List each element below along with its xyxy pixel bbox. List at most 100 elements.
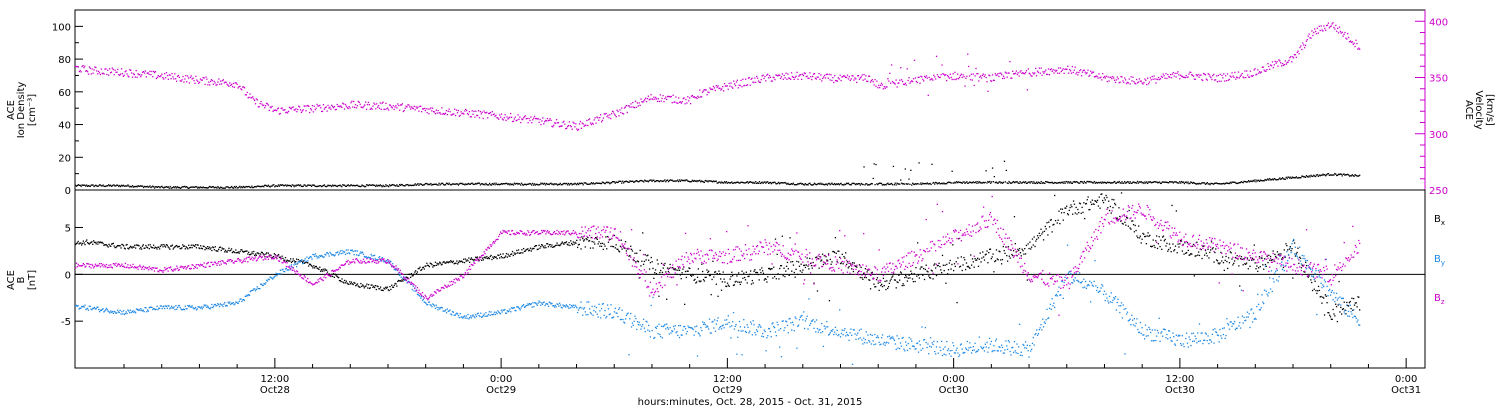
bx-point [86, 239, 88, 241]
by-point [576, 307, 578, 309]
density-point [1155, 181, 1157, 183]
velocity-point [498, 118, 500, 120]
bx-point [692, 274, 694, 276]
velocity-point [434, 113, 437, 115]
density-point [1172, 182, 1174, 184]
velocity-point [354, 103, 357, 106]
density-point [1314, 175, 1317, 178]
density-point [1117, 181, 1119, 184]
bx-point [141, 245, 144, 247]
velocity-point [619, 109, 621, 111]
density-point [1156, 181, 1158, 183]
density-point [723, 181, 726, 183]
density-point [722, 182, 724, 184]
bx-point [609, 238, 611, 240]
velocity-point [953, 78, 955, 81]
density-point [131, 185, 134, 187]
density-point [720, 182, 722, 184]
velocity-point [847, 78, 850, 80]
bx-point [785, 265, 788, 267]
density-point [777, 182, 779, 184]
velocity-axis-label-line-2: Velocity [1473, 90, 1484, 129]
density-point [475, 182, 477, 185]
bx-point [923, 278, 926, 281]
velocity-point [289, 107, 292, 109]
bx-point [1010, 249, 1012, 251]
bx-point [633, 260, 635, 262]
bx-point [669, 263, 671, 266]
density-point [992, 180, 995, 183]
by-point [314, 253, 317, 255]
density-point [97, 185, 99, 187]
velocity-point [1286, 61, 1288, 64]
velocity-point [533, 115, 536, 118]
bx-point [580, 248, 582, 250]
bx-point [357, 285, 359, 287]
bx-point [479, 256, 481, 258]
bx-point [423, 268, 425, 270]
bx-point [768, 267, 771, 270]
velocity-point [609, 114, 611, 116]
by-point [82, 305, 85, 307]
bx-point [1236, 255, 1238, 257]
density-point [891, 184, 894, 186]
velocity-point [844, 75, 846, 78]
velocity-point [1249, 70, 1252, 72]
velocity-point [230, 84, 232, 86]
field-axis: -505 [61, 223, 1425, 328]
bx-point [430, 263, 432, 265]
velocity-point [1289, 57, 1291, 59]
by-point [358, 254, 360, 256]
by-point [356, 250, 359, 252]
density-point [553, 184, 555, 186]
by-point [503, 309, 505, 311]
density-point [1139, 181, 1141, 183]
velocity-point [807, 77, 809, 79]
density-point [768, 182, 771, 184]
velocity-point [470, 116, 472, 118]
bx-point [1172, 243, 1174, 245]
velocity-point [1180, 74, 1182, 76]
velocity-point [1009, 61, 1011, 63]
velocity-point [1190, 71, 1192, 74]
density-point [884, 183, 886, 186]
density-point [814, 183, 817, 185]
bx-point [1318, 289, 1321, 292]
velocity-point [1270, 65, 1273, 67]
density-point [1095, 181, 1097, 184]
density-point [1199, 183, 1201, 185]
bx-point [263, 253, 265, 256]
density-point [987, 180, 989, 183]
bx-point [1122, 223, 1124, 225]
bx-point [588, 240, 590, 242]
velocity-point [1261, 66, 1264, 68]
density-point [898, 183, 900, 185]
velocity-point [992, 79, 995, 81]
velocity-point [513, 118, 516, 120]
density-point [1301, 175, 1303, 177]
by-point [185, 308, 187, 310]
bx-point [590, 236, 592, 239]
density-point [1111, 181, 1113, 184]
density-point [153, 187, 156, 189]
bx-point [201, 248, 204, 250]
by-point [168, 305, 170, 307]
bx-point [408, 273, 410, 276]
bx-point [273, 253, 276, 255]
velocity-point [1069, 70, 1072, 72]
by-point [561, 307, 563, 309]
velocity-point [924, 76, 927, 79]
density-point [220, 186, 222, 188]
by-point [209, 308, 211, 310]
density-point [148, 186, 150, 188]
density-point [264, 184, 266, 187]
velocity-point [371, 108, 373, 110]
velocity-point [321, 110, 324, 113]
bx-point [985, 253, 987, 255]
density-point [399, 184, 402, 187]
bx-point [1111, 198, 1113, 201]
density-point [411, 184, 414, 186]
density-point [214, 186, 216, 189]
density-point [89, 185, 91, 187]
